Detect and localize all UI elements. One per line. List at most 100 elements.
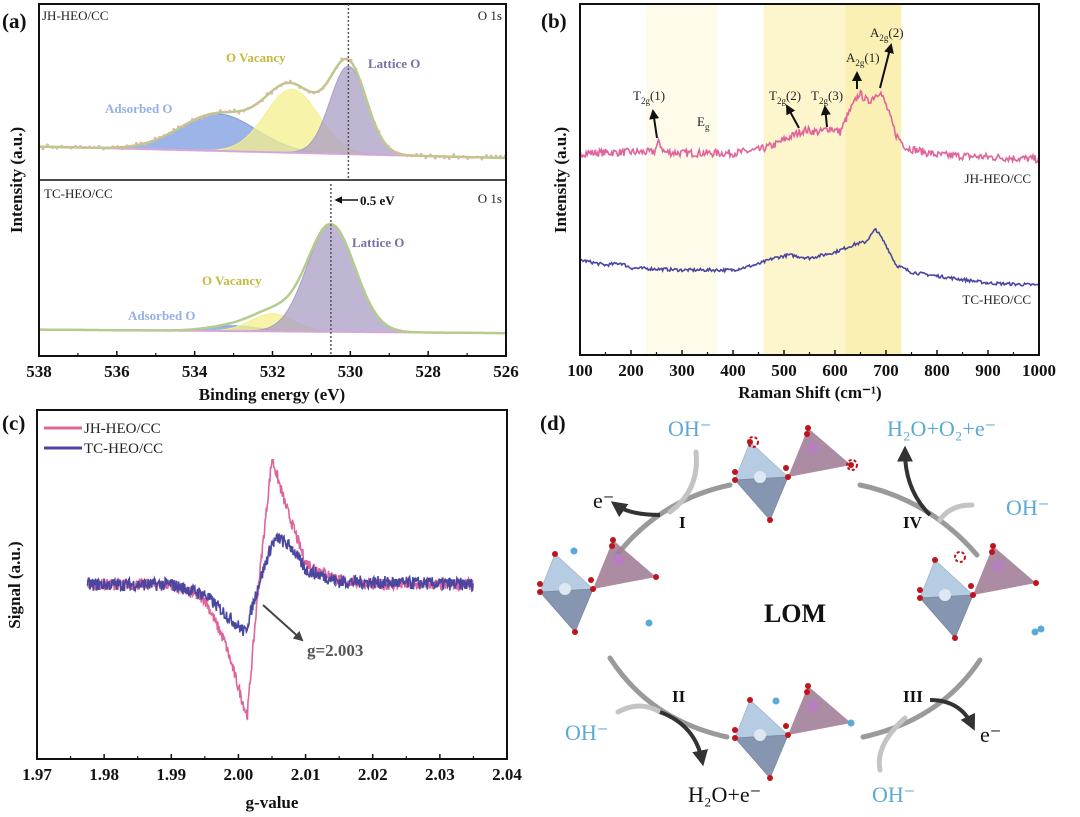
raw-data-point (260, 99, 264, 103)
structure-bottom (731, 682, 855, 782)
xps-x-tick-label: 534 (182, 362, 208, 381)
highlight-band (845, 4, 902, 355)
raw-data-point (55, 146, 59, 150)
xps-x-tick-label: 538 (26, 362, 52, 381)
raw-data-point (92, 145, 96, 149)
peak-label-t2g-1: T2g(1) (633, 88, 665, 106)
x-axis-title-b: Raman Shift (cm⁻¹) (738, 383, 881, 402)
raw-data-point (204, 114, 208, 118)
raw-data-point (78, 144, 82, 148)
label-adsorbed-o-jh: Adsorbed O (105, 101, 173, 116)
panel-a-xps: 538 536 534 532 530 528 526 (a) JH-HEO/CC O 1s… (2, 3, 519, 404)
arrow-a2g-2 (879, 43, 894, 89)
g-value-arrow (262, 604, 304, 642)
raw-data-point (424, 156, 428, 160)
raman-x-tick-label: 900 (975, 361, 1001, 380)
raw-data-point (88, 145, 91, 149)
raw-data-point (74, 144, 77, 148)
species-e-left: e⁻ (593, 488, 614, 513)
raw-data-point (382, 140, 386, 144)
reactant-inflow-arrows (615, 449, 975, 773)
raw-data-point (401, 153, 404, 157)
arc-step-iii (860, 657, 983, 740)
raw-data-point (335, 66, 339, 69)
raw-data-point (69, 146, 73, 150)
raw-data-point (265, 92, 269, 96)
y-axis-title-c: Signal (a.u.) (5, 541, 24, 628)
raw-data-point (46, 143, 49, 147)
raw-data-point (471, 155, 474, 159)
raw-data-point (433, 156, 437, 160)
peak-label-a2g-2: A2g(2) (870, 25, 904, 43)
vacancy-icon (846, 459, 858, 471)
species-product-bottom: H₂O+e⁻ (688, 782, 761, 807)
raw-data-point (237, 111, 241, 115)
label-lattice-o-tc: Lattice O (352, 235, 404, 250)
peak-label-eg: Eg (697, 114, 710, 132)
e-outflow-step-iii (929, 698, 976, 731)
epr-line-tc-heo/cc (86, 532, 474, 636)
structure-top (731, 424, 855, 524)
hydroxyl-icon (1037, 625, 1045, 633)
species-oh-top-left: OH⁻ (668, 416, 711, 441)
panel-b-raman: 100 200 300 400 500 600 700 800 900 1000 (b) T2g(… (541, 3, 1056, 402)
xps-jh-plot-area (39, 57, 506, 161)
raw-data-point (447, 157, 451, 160)
raw-data-point (443, 156, 446, 160)
sample-label-jh: JH-HEO/CC (42, 8, 108, 23)
panel-label-c: (c) (2, 411, 25, 435)
xps-x-tick-label: 532 (260, 362, 286, 381)
step-label-i: I (679, 513, 686, 532)
lom-center-label: LOM (764, 599, 826, 628)
raw-data-point (223, 110, 227, 114)
arrow-t2g-2 (786, 104, 800, 129)
label-lattice-o-jh: Lattice O (368, 56, 420, 71)
label-o-vacancy-jh: O Vacancy (226, 50, 286, 65)
structure-right (916, 542, 1040, 642)
raw-data-point (396, 151, 400, 155)
product-outflow-step-iv (897, 445, 932, 517)
epr-x-tick-label: 1.99 (156, 765, 186, 784)
hydroxyl-icon (570, 547, 578, 555)
raw-data-point (284, 81, 288, 84)
epr-x-tick-label: 1.97 (22, 765, 52, 784)
raw-data-point (293, 82, 297, 86)
epr-x-tick-label: 2.01 (291, 765, 321, 784)
species-oh-bottom: OH⁻ (872, 782, 915, 807)
raw-data-point (489, 154, 493, 158)
epr-line-jh-heo/cc (86, 458, 474, 721)
highlight-band (646, 4, 718, 355)
product-outflow-arrows (610, 445, 976, 767)
raw-data-point (461, 154, 465, 158)
raman-x-tick-label: 1000 (1022, 361, 1056, 380)
raw-data-point (60, 144, 63, 148)
raw-data-point (312, 91, 316, 95)
epr-x-tick-label: 2.00 (224, 765, 254, 784)
region-label-jh: O 1s (478, 8, 502, 23)
envelope-fit-line (39, 222, 506, 335)
label-adsorbed-o-tc: Adsorbed O (128, 308, 196, 323)
oh-inflow-step-iii (876, 715, 908, 773)
raw-data-point (331, 71, 334, 75)
raw-data-point (64, 145, 68, 149)
raw-data-point (120, 147, 124, 151)
raman-x-tick-label: 400 (720, 361, 746, 380)
panel-label-a: (a) (2, 9, 27, 33)
raw-data-point (176, 125, 180, 129)
raw-data-point (125, 144, 129, 148)
raman-x-tick-label: 300 (669, 361, 695, 380)
g-value-annotation: g=2.003 (307, 641, 363, 660)
arc-step-i (614, 482, 733, 558)
shift-label: 0.5 eV (360, 193, 395, 208)
region-label-tc: O 1s (478, 191, 502, 206)
raw-data-point (340, 57, 344, 61)
step-label-iii: III (903, 687, 923, 706)
epr-plot-area (86, 458, 474, 721)
epr-x-axis: 1.97 1.98 1.99 2.00 2.01 2.02 2.03 2.04 (22, 754, 522, 784)
raman-x-axis: 100 200 300 400 500 600 700 800 900 1000 (567, 350, 1056, 380)
raw-data-point (162, 133, 166, 137)
panel-label-d: (d) (540, 411, 566, 435)
peak-label-t2g-2: T2g(2) (769, 88, 801, 106)
raman-peak-arrows (649, 43, 894, 139)
raw-data-point (251, 104, 255, 108)
